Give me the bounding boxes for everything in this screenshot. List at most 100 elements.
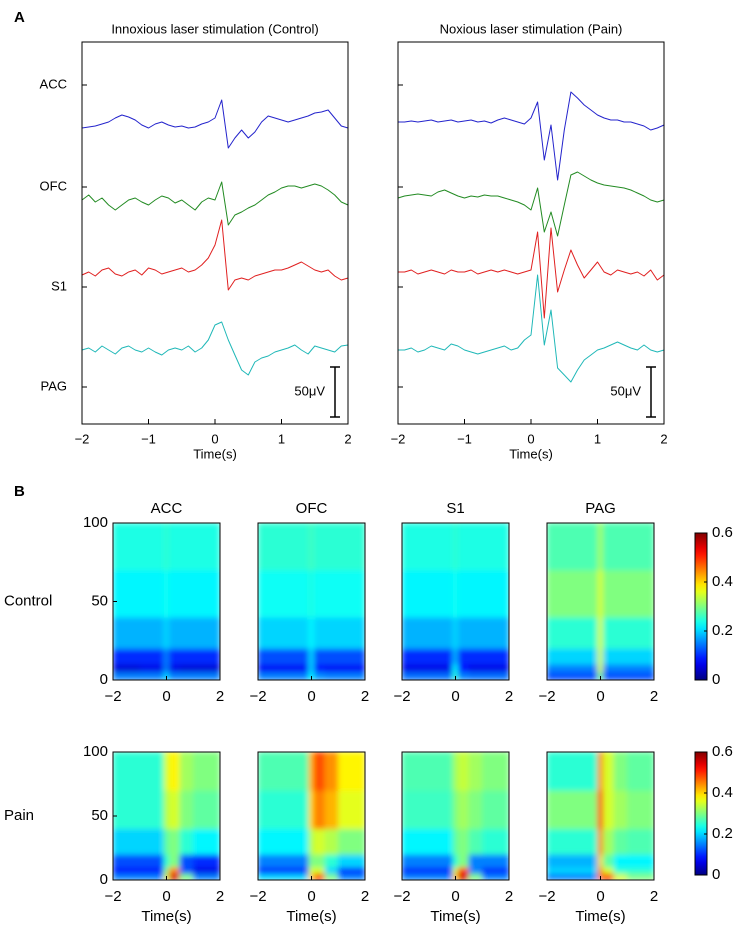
- heatmap-cell: [324, 664, 339, 673]
- heatmap-cell: [481, 790, 509, 830]
- chart-title: Noxious laser stimulation (Pain): [440, 21, 623, 36]
- heatmap-cell: [457, 569, 470, 618]
- heatmap-cell: [457, 523, 470, 571]
- x-tick-label: 2: [361, 688, 369, 705]
- heatmap-cell: [192, 569, 220, 618]
- heatmap-cell: [402, 752, 430, 791]
- heatmap-cell: [337, 569, 365, 618]
- heatmap-cell: [258, 828, 286, 855]
- heatmap-cell: [402, 866, 430, 874]
- heatmap-cell: [613, 854, 628, 868]
- heatmap-cell: [452, 648, 459, 665]
- heatmap-cell: [428, 866, 454, 874]
- heatmap-cell: [324, 854, 339, 868]
- heatmap-cell: [547, 828, 575, 855]
- heatmap-cell: [613, 866, 628, 874]
- heatmap-cell: [457, 664, 470, 673]
- heatmap-cell: [597, 523, 604, 571]
- heatmap-cell: [402, 523, 430, 571]
- channel-label: S1: [51, 278, 67, 293]
- heatmap-cell: [402, 828, 430, 855]
- heatmap-cell: [284, 752, 310, 791]
- heatmap-cell: [402, 616, 430, 649]
- row-label: Control: [4, 592, 52, 609]
- heatmap-cell: [402, 671, 430, 680]
- heatmap-cell: [168, 828, 181, 855]
- heatmap-cell: [192, 828, 220, 855]
- heatmap-cell: [337, 648, 365, 665]
- heatmap-cell: [163, 671, 170, 680]
- heatmap-cell: [573, 569, 599, 618]
- heatmap-cell: [452, 866, 459, 874]
- trace: [81, 181, 349, 226]
- heatmap-cell: [139, 873, 165, 880]
- heatmap-cell: [324, 790, 339, 830]
- heatmap-cell: [258, 523, 286, 571]
- heatmap-cell: [573, 523, 599, 571]
- x-tick-label: −1: [457, 431, 472, 446]
- heatmap-cell: [337, 752, 365, 791]
- heatmap-cell: [481, 873, 509, 880]
- heatmap-cell: [168, 752, 181, 791]
- y-tick-label: 50: [91, 807, 108, 824]
- heatmap-cell: [468, 873, 483, 880]
- heatmap: [547, 523, 654, 680]
- heatmap-cell: [481, 664, 509, 673]
- heatmap-cell: [602, 523, 615, 571]
- heatmap-cell: [179, 828, 194, 855]
- heatmap-cell: [308, 790, 315, 830]
- heatmap-cell: [284, 616, 310, 649]
- heatmap-cell: [428, 828, 454, 855]
- colorbar-tick-label: 0.4: [712, 573, 733, 590]
- heatmap-cell: [428, 752, 454, 791]
- x-tick-label: −2: [538, 688, 555, 705]
- heatmap-cell: [547, 648, 575, 665]
- heatmap-cell: [613, 523, 628, 571]
- heatmap-cell: [163, 752, 170, 791]
- heatmap-cell: [613, 648, 628, 665]
- heatmap-cell: [284, 854, 310, 868]
- column-title: PAG: [585, 500, 616, 517]
- heatmap-cell: [168, 866, 181, 874]
- x-axis-label: Time(s): [141, 908, 191, 925]
- heatmap-cell: [481, 569, 509, 618]
- heatmap-cell: [468, 523, 483, 571]
- heatmap-cell: [597, 790, 604, 830]
- heatmap-cell: [258, 873, 286, 880]
- heatmap-cell: [139, 569, 165, 618]
- heatmap-cell: [313, 648, 326, 665]
- heatmap-cell: [428, 569, 454, 618]
- heatmap-cell: [613, 790, 628, 830]
- heatmap-cell: [402, 854, 430, 868]
- heatmap-cell: [468, 752, 483, 791]
- heatmap-cell: [468, 854, 483, 868]
- heatmap-cell: [547, 616, 575, 649]
- heatmap-cell: [308, 648, 315, 665]
- heatmap-cell: [457, 671, 470, 680]
- heatmap-cell: [468, 569, 483, 618]
- heatmap-cell: [457, 752, 470, 791]
- heatmap-cell: [547, 569, 575, 618]
- heatmap-cell: [452, 569, 459, 618]
- heatmap-cell: [308, 854, 315, 868]
- heatmap-cell: [192, 648, 220, 665]
- x-tick-label: −2: [391, 431, 406, 446]
- heatmap-cell: [192, 752, 220, 791]
- heatmap-cell: [337, 616, 365, 649]
- x-tick-label: 1: [278, 431, 285, 446]
- heatmap-cell: [168, 523, 181, 571]
- heatmap-clip: [258, 523, 365, 680]
- y-tick-label: 0: [100, 871, 108, 888]
- heatmap-cell: [113, 569, 141, 618]
- axes-frame: [397, 41, 665, 425]
- x-tick-label: −2: [393, 888, 410, 905]
- x-tick-label: 0: [527, 431, 534, 446]
- heatmap-cell: [597, 664, 604, 673]
- heatmap-cell: [179, 671, 194, 680]
- heatmap-cell: [452, 664, 459, 673]
- y-tick-label: 50: [91, 592, 108, 609]
- heatmap-cell: [192, 671, 220, 680]
- heatmap-cell: [324, 523, 339, 571]
- heatmap-cell: [626, 648, 654, 665]
- colorbar-tick-label: 0.6: [712, 524, 733, 541]
